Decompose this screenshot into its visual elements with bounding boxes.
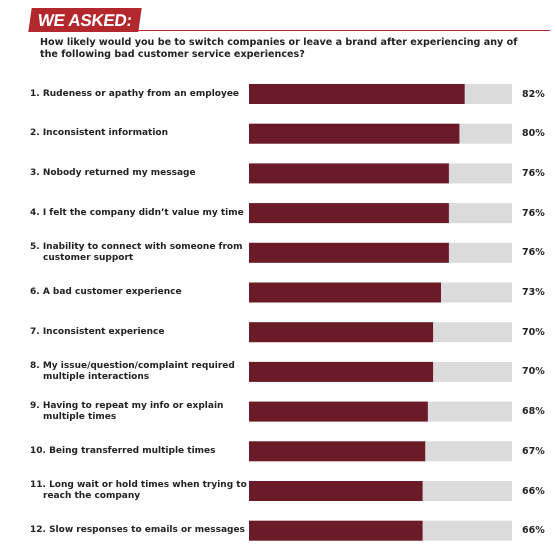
value-label: 76%: [522, 247, 545, 259]
bar: [249, 84, 465, 104]
header-rule: [30, 30, 550, 31]
bar: [249, 282, 441, 303]
category-label: 8. My issue/question/complaint required …: [30, 360, 235, 382]
category-label: 2. Inconsistent information: [30, 128, 169, 139]
category-label: 6. A bad customer experience: [30, 287, 182, 297]
value-label: 68%: [522, 406, 545, 418]
category-label: 3. Nobody returned my message: [30, 167, 196, 178]
bar: [249, 203, 449, 224]
value-label: 73%: [522, 287, 545, 298]
value-label: 70%: [522, 366, 545, 378]
bar: [249, 441, 426, 462]
category-label: 7. Inconsistent experience: [30, 326, 165, 337]
bar: [249, 520, 423, 541]
category-label: 12. Slow responses to emails or messages: [30, 525, 245, 536]
bar: [249, 322, 434, 343]
bar: [249, 481, 423, 501]
chart-subtitle: How likely would you be to switch compan…: [40, 37, 518, 60]
value-label: 82%: [522, 88, 545, 100]
category-label: 11. Long wait or hold times when trying …: [30, 480, 247, 501]
value-label: 67%: [522, 445, 545, 457]
bar: [249, 242, 449, 263]
bar: [249, 361, 434, 382]
category-label: 10. Being transferred multiple times: [30, 445, 216, 456]
bar: [249, 401, 428, 422]
bar: [249, 123, 460, 144]
category-label: 9. Having to repeat my info or explain m…: [30, 400, 224, 422]
value-label: 80%: [522, 128, 545, 140]
value-label: 66%: [522, 485, 545, 497]
value-label: 76%: [522, 207, 545, 219]
bar: [249, 163, 449, 184]
value-label: 70%: [522, 326, 545, 338]
value-label: 66%: [522, 525, 545, 537]
category-label: 5. Inability to connect with someone fro…: [30, 241, 243, 263]
value-label: 76%: [522, 167, 545, 179]
category-label: 1. Rudeness or apathy from an employee: [30, 88, 240, 99]
category-label: 4. I felt the company didn’t value my ti…: [30, 207, 244, 218]
